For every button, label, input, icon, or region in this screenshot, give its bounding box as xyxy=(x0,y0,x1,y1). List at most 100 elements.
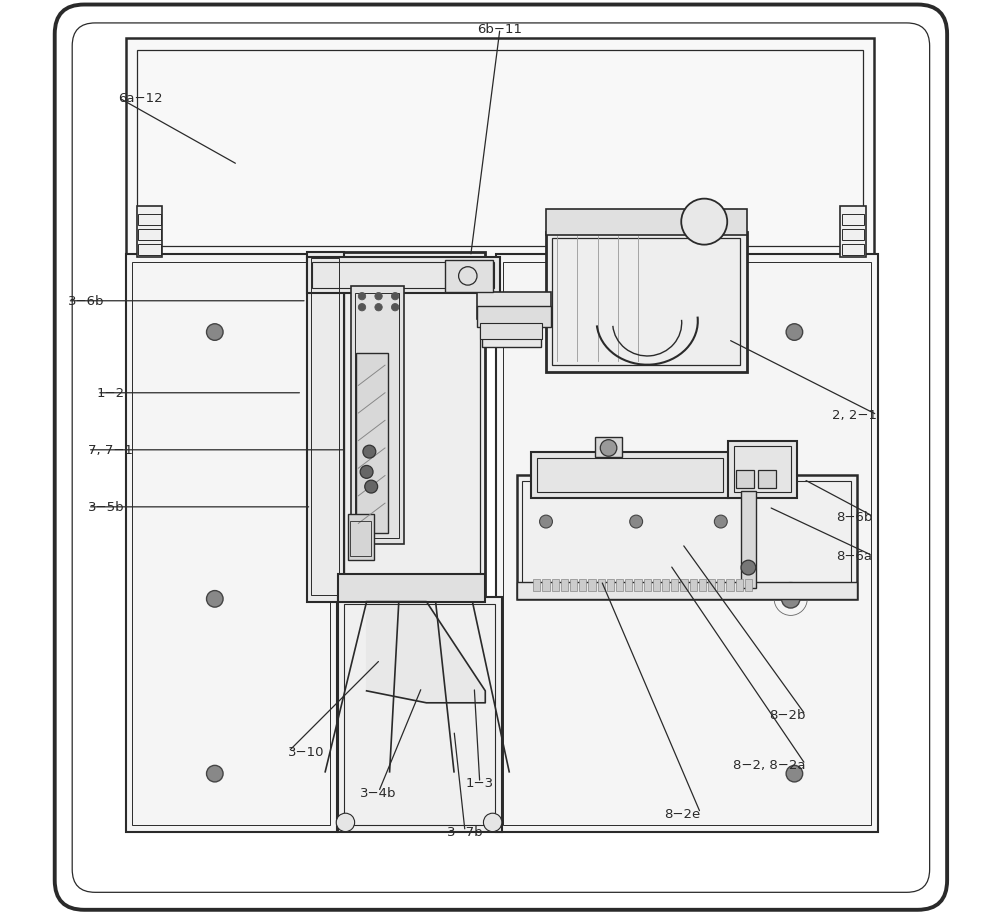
Circle shape xyxy=(714,516,727,528)
Circle shape xyxy=(741,561,756,575)
Bar xyxy=(653,579,660,592)
Bar xyxy=(662,579,669,592)
Bar xyxy=(517,475,857,599)
Bar xyxy=(477,292,551,320)
Bar xyxy=(616,579,623,592)
Bar xyxy=(552,579,559,592)
Bar xyxy=(736,579,743,592)
Circle shape xyxy=(207,591,223,607)
Bar xyxy=(350,521,371,556)
Bar xyxy=(840,207,866,257)
Circle shape xyxy=(600,440,617,457)
Bar xyxy=(671,579,678,592)
Bar xyxy=(348,515,374,561)
Bar xyxy=(537,459,723,493)
Bar xyxy=(126,39,874,257)
Circle shape xyxy=(358,304,366,312)
Bar xyxy=(607,579,614,592)
Bar xyxy=(531,452,729,498)
Bar xyxy=(307,257,500,294)
Bar xyxy=(842,215,864,226)
Text: 3−6b: 3−6b xyxy=(68,295,104,308)
Bar xyxy=(132,263,330,825)
Bar xyxy=(496,255,878,832)
Text: 7, 7−1: 7, 7−1 xyxy=(88,444,133,457)
Bar xyxy=(734,447,791,493)
Bar xyxy=(552,239,740,366)
Text: 3−10: 3−10 xyxy=(288,745,325,758)
Bar xyxy=(338,253,485,602)
Bar xyxy=(137,51,863,246)
Text: 8−2e: 8−2e xyxy=(664,807,701,820)
Bar xyxy=(480,323,542,340)
Text: 2, 2−1: 2, 2−1 xyxy=(832,409,877,422)
Bar xyxy=(726,579,734,592)
Circle shape xyxy=(786,766,803,782)
Bar xyxy=(137,207,162,257)
Circle shape xyxy=(391,304,399,312)
Bar xyxy=(522,482,851,594)
Bar xyxy=(680,579,688,592)
Bar xyxy=(708,579,715,592)
Circle shape xyxy=(681,199,727,245)
Polygon shape xyxy=(367,602,485,703)
Bar xyxy=(477,307,551,327)
Bar xyxy=(741,492,756,588)
Bar xyxy=(312,263,494,289)
FancyBboxPatch shape xyxy=(55,6,947,910)
Circle shape xyxy=(336,813,355,832)
Bar xyxy=(356,354,388,533)
Text: 1−3: 1−3 xyxy=(466,777,494,789)
Bar xyxy=(138,215,161,226)
Bar xyxy=(842,230,864,241)
Bar xyxy=(533,579,540,592)
Bar xyxy=(690,579,697,592)
Text: 6b−11: 6b−11 xyxy=(478,23,522,36)
Bar xyxy=(546,233,747,372)
Text: 3−5b: 3−5b xyxy=(88,501,124,514)
Bar xyxy=(570,579,577,592)
Text: 8−6b: 8−6b xyxy=(836,510,873,523)
Circle shape xyxy=(782,590,800,608)
Text: 8−2b: 8−2b xyxy=(769,709,805,721)
Circle shape xyxy=(365,481,378,494)
Bar xyxy=(517,583,857,599)
Bar xyxy=(307,253,344,602)
Bar xyxy=(126,255,337,832)
Bar xyxy=(842,244,864,255)
Circle shape xyxy=(786,324,803,341)
Circle shape xyxy=(363,446,376,459)
Bar xyxy=(503,263,871,825)
Bar xyxy=(579,579,586,592)
Bar xyxy=(445,261,493,292)
Bar xyxy=(546,210,747,235)
Text: 3−7b: 3−7b xyxy=(447,825,483,838)
Bar xyxy=(728,441,797,498)
Bar xyxy=(351,287,404,544)
Bar xyxy=(311,259,339,596)
Bar xyxy=(542,579,550,592)
Circle shape xyxy=(375,293,382,301)
Bar xyxy=(344,259,480,596)
Bar xyxy=(717,579,724,592)
Text: 6a−12: 6a−12 xyxy=(118,92,163,105)
Circle shape xyxy=(540,516,552,528)
Bar xyxy=(625,579,632,592)
Bar xyxy=(736,471,754,489)
Bar xyxy=(634,579,642,592)
Bar xyxy=(482,315,541,347)
Circle shape xyxy=(375,304,382,312)
Bar xyxy=(588,579,596,592)
Text: 8−2, 8−2a: 8−2, 8−2a xyxy=(733,758,805,771)
Text: 3−4b: 3−4b xyxy=(360,786,397,799)
Bar xyxy=(355,294,399,539)
Bar xyxy=(699,579,706,592)
Text: 1−2: 1−2 xyxy=(97,387,125,400)
Bar xyxy=(338,574,485,602)
Bar xyxy=(745,579,752,592)
Bar xyxy=(595,437,622,458)
Circle shape xyxy=(358,293,366,301)
Bar xyxy=(338,597,502,832)
Circle shape xyxy=(483,813,502,832)
Bar xyxy=(138,230,161,241)
